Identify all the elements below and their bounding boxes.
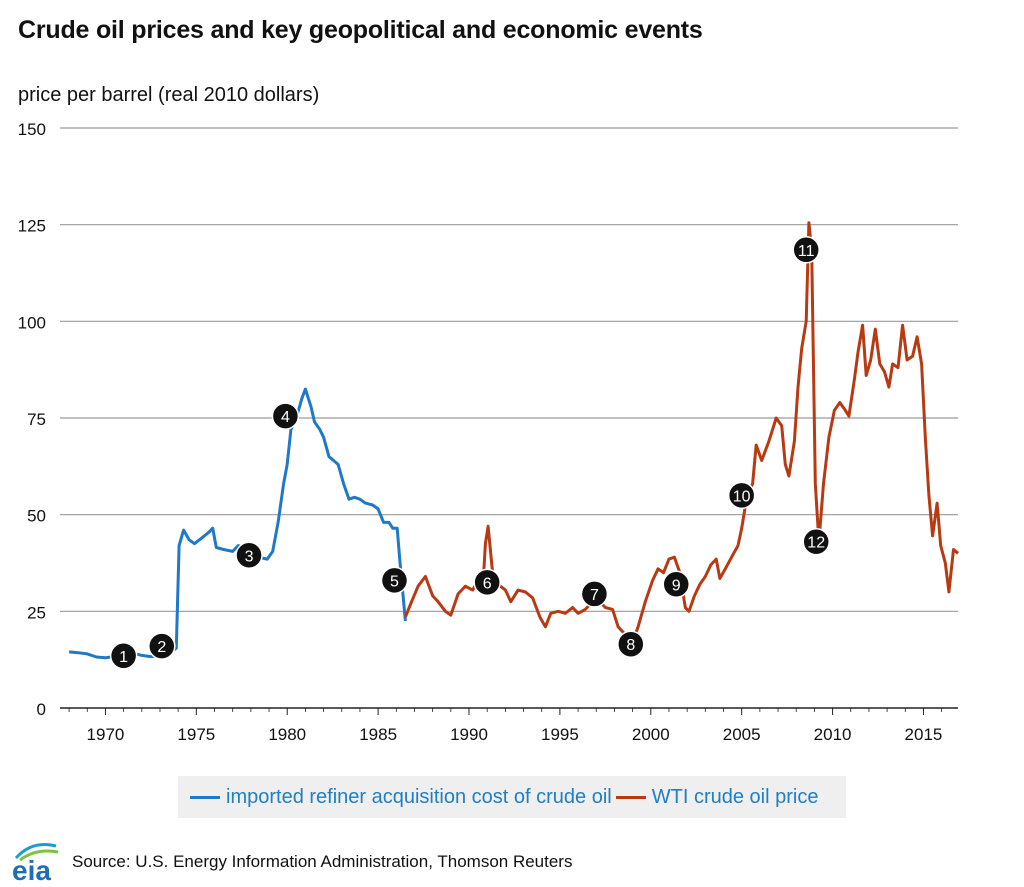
eia-logo: eia [12, 843, 59, 886]
x-tick-label: 1995 [541, 725, 579, 744]
legend-item-imported[interactable]: imported refiner acquisition cost of cru… [178, 786, 612, 809]
event-marker-5[interactable]: 5 [380, 566, 409, 595]
event-marker-9[interactable]: 9 [662, 570, 690, 599]
event-marker-circle [662, 570, 690, 599]
logo-text: eia [12, 855, 51, 886]
event-marker-label: 1 [119, 649, 128, 666]
event-marker-circle [802, 527, 830, 556]
event-marker-label: 9 [672, 577, 681, 594]
y-tick-label: 0 [37, 700, 46, 719]
legend-swatch-imported [190, 795, 220, 799]
event-marker-label: 7 [590, 587, 599, 604]
event-marker-12[interactable]: 12 [802, 527, 830, 556]
x-tick-label: 2005 [723, 725, 761, 744]
event-marker-11[interactable]: 11 [792, 236, 820, 264]
series-lines [68, 221, 959, 660]
event-marker-label: 8 [626, 637, 635, 654]
y-tick-label: 25 [27, 603, 46, 622]
event-marker-6[interactable]: 6 [473, 568, 501, 597]
event-marker-label: 6 [483, 575, 492, 592]
x-tick-label: 1975 [177, 725, 215, 744]
y-tick-label: 125 [18, 217, 46, 236]
event-marker-circle [271, 402, 300, 430]
event-marker-circle [380, 566, 409, 595]
event-marker-circle [792, 236, 820, 264]
legend-label-imported: imported refiner acquisition cost of cru… [226, 785, 612, 808]
x-tick-label: 1980 [268, 725, 306, 744]
chart-title: Crude oil prices and key geopolitical an… [18, 16, 703, 44]
event-marker-4[interactable]: 4 [271, 402, 300, 430]
x-tick-label: 2015 [905, 725, 943, 744]
gridlines [60, 127, 958, 709]
x-tick-label: 1970 [87, 725, 125, 744]
event-marker-label: 4 [281, 409, 290, 426]
legend-swatch-wti [615, 795, 646, 799]
event-marker-label: 3 [245, 548, 254, 565]
event-marker-circle [617, 630, 645, 658]
event-marker-label: 10 [733, 488, 751, 505]
event-marker-2[interactable]: 2 [148, 632, 176, 660]
x-tick-label: 2000 [632, 725, 670, 744]
event-marker-circle [580, 580, 609, 608]
legend-label-wti: WTI crude oil price [651, 785, 819, 808]
event-marker-3[interactable]: 3 [235, 541, 263, 570]
y-axis-label: price per barrel (real 2010 dollars) [18, 84, 320, 106]
x-tick-label: 1985 [359, 725, 397, 744]
y-tick-labels: 0 25 50 75 100 125 150 [18, 120, 46, 719]
y-tick-label: 150 [18, 120, 46, 139]
event-marker-label: 5 [390, 573, 399, 590]
series-line-imported [68, 387, 407, 660]
event-marker-circle [109, 642, 138, 670]
legend: imported refiner acquisition cost of cru… [178, 776, 846, 818]
event-marker-label: 11 [798, 243, 815, 260]
event-marker-circle [727, 481, 756, 510]
event-marker-1[interactable]: 1 [109, 642, 138, 670]
legend-item-wti[interactable]: WTI crude oil price [612, 785, 819, 809]
logo-arc-1 [14, 843, 57, 860]
logo-arc-2 [19, 849, 59, 862]
y-tick-label: 75 [27, 410, 46, 429]
series-line-wti [404, 221, 959, 646]
event-marker-7[interactable]: 7 [580, 580, 609, 608]
event-marker-label: 12 [807, 535, 825, 552]
y-tick-label: 50 [27, 507, 46, 526]
event-marker-circle [235, 541, 263, 570]
event-marker-circle [473, 568, 501, 597]
x-axis: 1970 1975 1980 1985 1990 1995 2000 2005 2010 2015 [68, 708, 943, 744]
event-marker-10[interactable]: 10 [727, 481, 756, 510]
event-marker-label: 2 [157, 639, 166, 656]
event-marker-circle [148, 632, 176, 660]
x-tick-label: 2010 [814, 725, 852, 744]
event-marker-8[interactable]: 8 [617, 630, 645, 658]
source-note: Source: U.S. Energy Information Administ… [72, 852, 573, 871]
y-tick-label: 100 [18, 313, 46, 332]
x-tick-label: 1990 [450, 725, 488, 744]
